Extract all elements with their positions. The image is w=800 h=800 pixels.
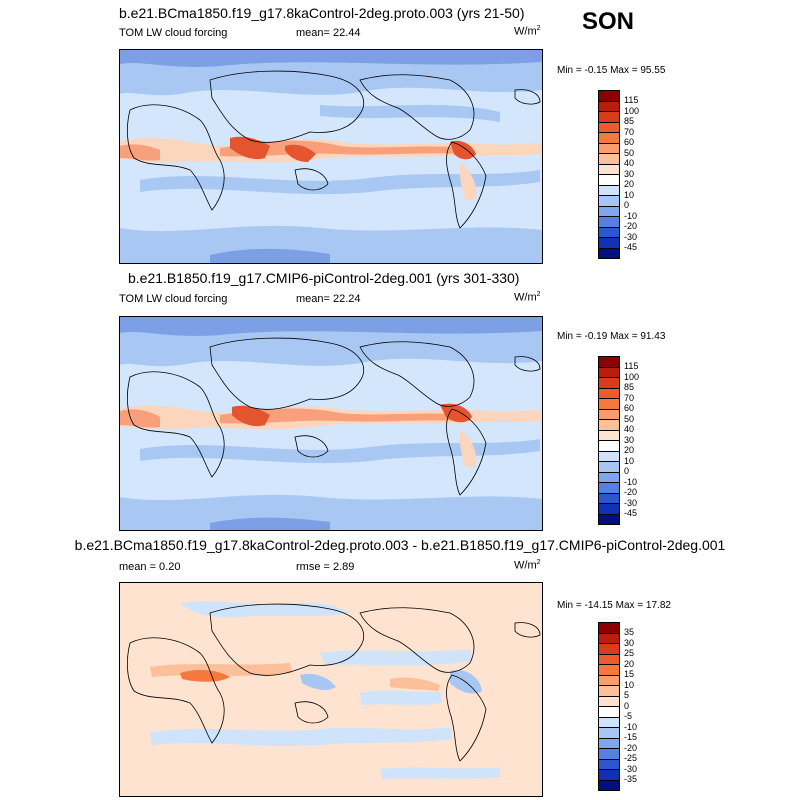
rmse-label: rmse = 2.89 (296, 561, 355, 573)
colorbar-tick-label: 20 (624, 658, 635, 669)
min-max-label: Min = -0.15 Max = 95.55 (557, 65, 666, 76)
colorbar-tick-label: 100 (624, 371, 640, 382)
colorbar-tick-label: -20 (624, 487, 638, 497)
colorbar: 115 100 85 70 60 50 40 30 20 10 0 -10 -20 -30 -45 (598, 356, 658, 525)
mean-label: mean= 22.24 (296, 293, 361, 305)
colorbar-tick-label: 50 (624, 413, 635, 424)
colorbar-tick-label: -30 (624, 763, 638, 774)
colorbar-tick-label: -5 (624, 711, 633, 721)
colorbar-tick-label: 115 (624, 95, 639, 105)
units-label: W/m2 (514, 559, 541, 572)
colorbar-tick-label: 0 (624, 200, 630, 210)
colorbar-tick-label: 40 (624, 424, 635, 434)
mean-label: mean = 0.20 (119, 561, 181, 573)
colorbar-tick-label: 60 (624, 137, 635, 147)
colorbar-tick-label: 10 (624, 189, 635, 200)
colorbar-swatch (598, 513, 620, 525)
colorbar-tick-label: 10 (624, 679, 635, 690)
colorbar-tick-label: 70 (624, 392, 635, 403)
panel-title: b.e21.BCma1850.f19_g17.8kaControl-2deg.p… (119, 5, 525, 21)
colorbar-tick-label: 30 (624, 168, 635, 179)
colorbar-tick-label: 115 (624, 361, 639, 371)
map-plot (120, 317, 542, 530)
colorbar-tick-label: -45 (624, 508, 638, 518)
season-label: SON (582, 8, 635, 35)
panel-title: b.e21.B1850.f19_g17.CMIP6-piControl-2deg… (128, 270, 520, 286)
colorbar-tick-label: 20 (624, 445, 635, 455)
colorbar-tick-label: 30 (624, 637, 635, 648)
colorbar-tick-label: 15 (624, 669, 635, 679)
colorbar-tick-label: 100 (624, 105, 640, 116)
variable-label: TOM LW cloud forcing (119, 27, 228, 39)
map-plot (120, 50, 542, 263)
units-label: W/m2 (514, 291, 541, 304)
colorbar-swatch (598, 779, 620, 791)
colorbar-tick-label: -20 (624, 221, 638, 231)
colorbar-tick-label: -35 (624, 774, 638, 784)
colorbar: 35 30 25 20 15 10 5 0 -5 -10 -15 -20 -25 -30 -35 (598, 622, 658, 791)
min-max-label: Min = -14.15 Max = 17.82 (557, 600, 671, 611)
colorbar-tick-label: 35 (624, 627, 635, 637)
colorbar-tick-label: 25 (624, 648, 635, 658)
colorbar-tick-label: -25 (624, 753, 638, 763)
colorbar-tick-label: 60 (624, 403, 635, 413)
colorbar-tick-label: 85 (624, 382, 635, 392)
panel-title: b.e21.BCma1850.f19_g17.8kaControl-2deg.p… (74, 537, 726, 553)
colorbar-tick-label: -30 (624, 497, 638, 508)
colorbar-tick-label: -20 (624, 742, 638, 753)
map-panel-1 (119, 49, 543, 264)
colorbar-tick-label: 30 (624, 434, 635, 445)
min-max-label: Min = -0.19 Max = 91.43 (557, 331, 666, 342)
colorbar-tick-label: -10 (624, 721, 638, 732)
colorbar-tick-label: 70 (624, 126, 635, 137)
map-panel-2 (119, 316, 543, 531)
colorbar-tick-label: -30 (624, 231, 638, 242)
colorbar-tick-label: 5 (624, 690, 630, 700)
units-label: W/m2 (514, 25, 541, 38)
colorbar-tick-label: -45 (624, 242, 638, 252)
colorbar-tick-label: 50 (624, 147, 635, 158)
colorbar-tick-label: -15 (624, 732, 638, 742)
colorbar-swatch (598, 247, 620, 259)
mean-label: mean= 22.44 (296, 27, 361, 39)
colorbar-tick-label: 10 (624, 455, 635, 466)
colorbar-tick-label: 85 (624, 116, 635, 126)
colorbar-tick-label: 0 (624, 700, 630, 711)
colorbar-tick-label: 20 (624, 179, 635, 189)
map-panel-3 (119, 582, 543, 797)
colorbar-tick-label: -10 (624, 476, 638, 487)
colorbar-tick-label: 40 (624, 158, 635, 168)
colorbar-tick-label: 0 (624, 466, 630, 476)
colorbar: 115 100 85 70 60 50 40 30 20 10 0 -10 -20 -30 -45 (598, 90, 658, 259)
variable-label: TOM LW cloud forcing (119, 293, 228, 305)
map-plot (120, 583, 542, 796)
colorbar-tick-label: -10 (624, 210, 638, 221)
